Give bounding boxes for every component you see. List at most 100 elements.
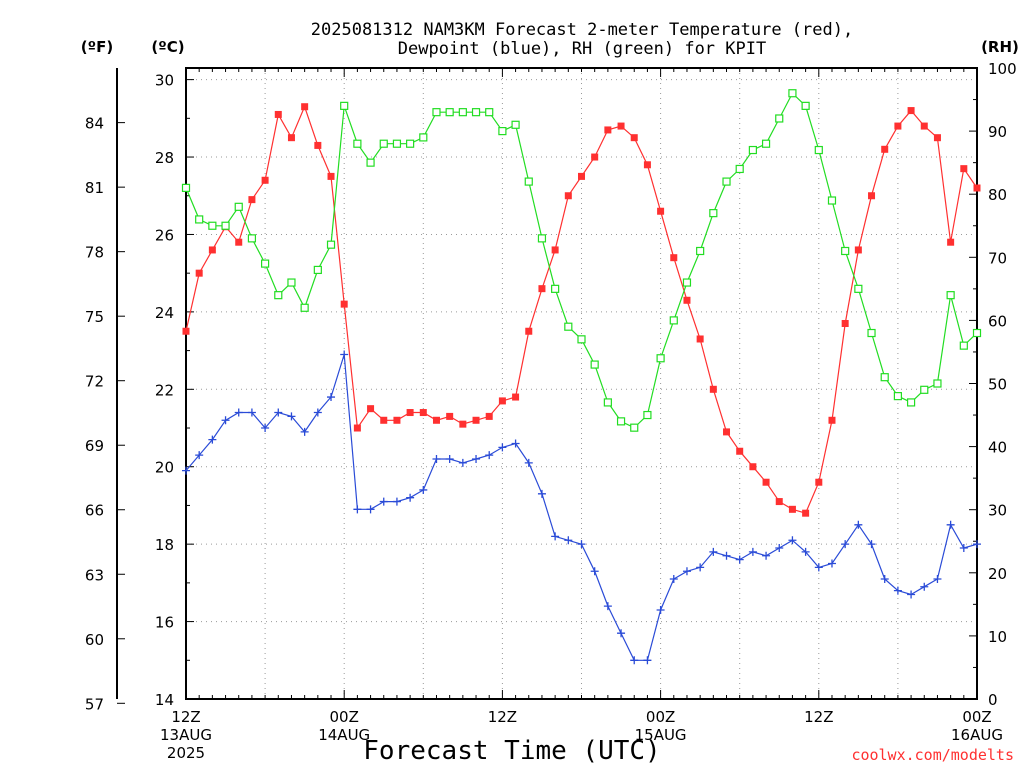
x-tick-label: 12Z xyxy=(171,708,200,726)
dewpoint-series xyxy=(182,350,981,665)
temperature-point xyxy=(327,172,335,180)
dewpoint-point xyxy=(775,544,784,553)
temperature-point xyxy=(353,424,361,432)
temperature-point xyxy=(182,327,190,335)
rh-point xyxy=(696,246,705,256)
dewpoint-point xyxy=(406,493,415,502)
fahrenheit-tick-label: 63 xyxy=(85,566,104,584)
temperature-point xyxy=(920,122,928,130)
temperature-point xyxy=(459,420,467,428)
fahrenheit-tick-label: 66 xyxy=(85,502,104,520)
temperature-point xyxy=(933,134,941,142)
fahrenheit-tick-label: 72 xyxy=(85,373,104,391)
temperature-point xyxy=(274,110,282,118)
rh-point xyxy=(801,101,810,110)
dewpoint-point xyxy=(643,656,652,665)
celsius-tick-label: 22 xyxy=(155,381,174,399)
dewpoint-point xyxy=(485,451,494,460)
rh-tick-label: 0 xyxy=(988,691,998,709)
dewpoint-point xyxy=(366,505,375,514)
dewpoint-point xyxy=(748,547,757,556)
rh-point xyxy=(471,108,481,117)
dewpoint-point xyxy=(656,605,665,614)
rh-point xyxy=(419,133,428,142)
dewpoint-line xyxy=(185,354,978,661)
x-tick-label: 15AUG xyxy=(635,726,687,744)
temperature-point xyxy=(960,165,968,173)
temperature-point xyxy=(907,107,915,115)
dewpoint-point xyxy=(682,567,691,576)
rh-point xyxy=(524,177,533,186)
temperature-point xyxy=(261,176,269,184)
temperature-point xyxy=(881,145,889,153)
temperature-point xyxy=(538,285,546,293)
temperature-point xyxy=(749,463,757,471)
rh-tick-label: 80 xyxy=(988,186,1007,204)
dewpoint-point xyxy=(867,540,876,549)
x-axis-label: Forecast Time (UTC) xyxy=(363,736,660,766)
data-series xyxy=(181,89,982,665)
dewpoint-point xyxy=(973,540,981,549)
temperature-point xyxy=(657,207,665,215)
rh-point xyxy=(551,284,560,293)
rh-point xyxy=(274,291,283,300)
rh-point xyxy=(616,417,626,426)
rh-point xyxy=(340,101,349,110)
dewpoint-point xyxy=(234,408,243,417)
dewpoint-point xyxy=(603,602,612,611)
temperature-point xyxy=(485,412,493,420)
temperature-point xyxy=(947,238,955,246)
temperature-point xyxy=(788,505,796,513)
temperature-point xyxy=(591,153,599,161)
rh-point xyxy=(893,392,903,401)
rh-point xyxy=(906,398,916,407)
temperature-point xyxy=(683,296,691,304)
temperature-point xyxy=(419,409,427,417)
celsius-tick-label: 20 xyxy=(155,459,174,477)
temperature-point xyxy=(854,246,862,254)
temperature-point xyxy=(195,269,203,277)
dewpoint-point xyxy=(735,555,744,564)
rh-tick-label: 90 xyxy=(988,123,1007,141)
dewpoint-point xyxy=(247,408,256,417)
celsius-tick-label: 28 xyxy=(155,149,174,167)
rh-point xyxy=(972,328,982,338)
chart-title-line-2: Dewpoint (blue), RH (green) for KPIT xyxy=(398,39,766,59)
rh-point xyxy=(511,120,520,129)
rh-point xyxy=(445,108,454,117)
dewpoint-point xyxy=(907,590,916,599)
temperature-point xyxy=(314,141,322,149)
dewpoint-point xyxy=(511,439,520,448)
dewpoint-point xyxy=(458,458,467,467)
rh-tick-label: 40 xyxy=(988,439,1007,457)
temperature-point xyxy=(512,393,520,401)
dewpoint-point xyxy=(959,544,968,553)
x-tick-label: 12Z xyxy=(488,708,517,726)
temperature-point xyxy=(432,416,440,424)
celsius-unit-label: (ºC) xyxy=(151,38,184,56)
dewpoint-point xyxy=(590,567,599,576)
rh-point xyxy=(195,215,204,224)
rh-tick-label: 30 xyxy=(988,502,1007,520)
temperature-point xyxy=(380,416,388,424)
rh-point xyxy=(208,221,217,230)
rh-point xyxy=(234,202,243,211)
rh-point xyxy=(748,145,757,155)
rh-point xyxy=(392,139,402,148)
rh-point xyxy=(946,291,955,300)
temperature-point xyxy=(564,192,572,200)
dewpoint-point xyxy=(880,574,889,583)
fahrenheit-tick-label: 78 xyxy=(85,244,104,262)
dewpoint-point xyxy=(353,505,362,514)
chart-title-line-1: 2025081312 NAM3KM Forecast 2-meter Tempe… xyxy=(311,20,853,40)
temperature-point xyxy=(393,416,401,424)
rh-point xyxy=(603,398,612,407)
rh-tick-label: 60 xyxy=(988,312,1007,330)
dewpoint-point xyxy=(287,412,296,421)
rh-point xyxy=(353,139,362,148)
dewpoint-point xyxy=(827,559,836,568)
rh-tick-label: 50 xyxy=(988,376,1007,394)
credit-text: coolwx.com/modelts xyxy=(851,746,1014,764)
temperature-point xyxy=(235,238,243,246)
